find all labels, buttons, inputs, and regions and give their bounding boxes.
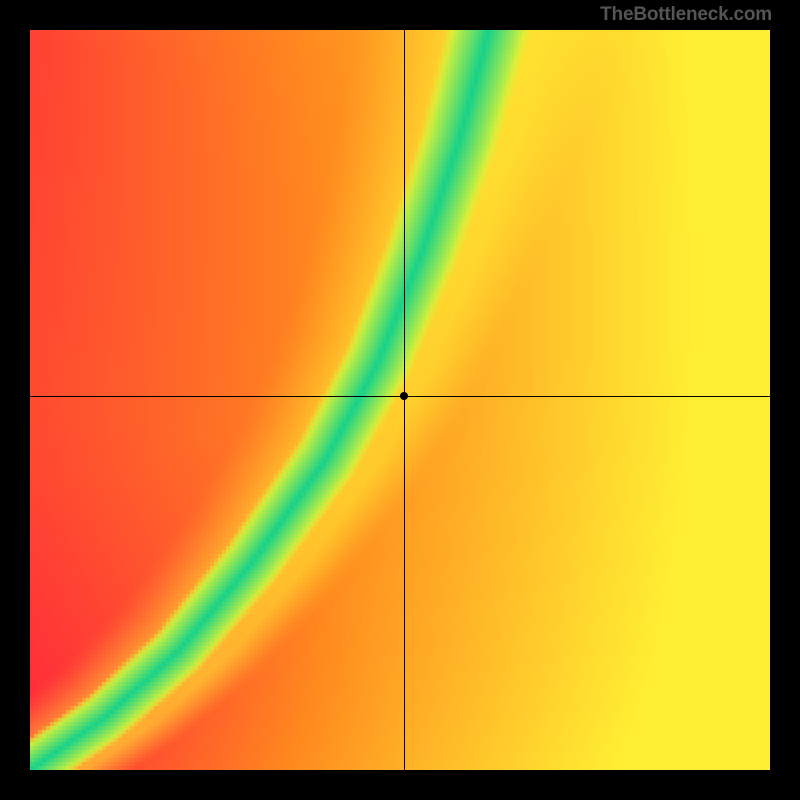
watermark-text: TheBottleneck.com [600, 4, 772, 26]
heatmap-canvas [30, 30, 770, 770]
marker-dot [400, 392, 408, 400]
plot-area [30, 30, 770, 770]
chart-frame: TheBottleneck.com [0, 0, 800, 800]
